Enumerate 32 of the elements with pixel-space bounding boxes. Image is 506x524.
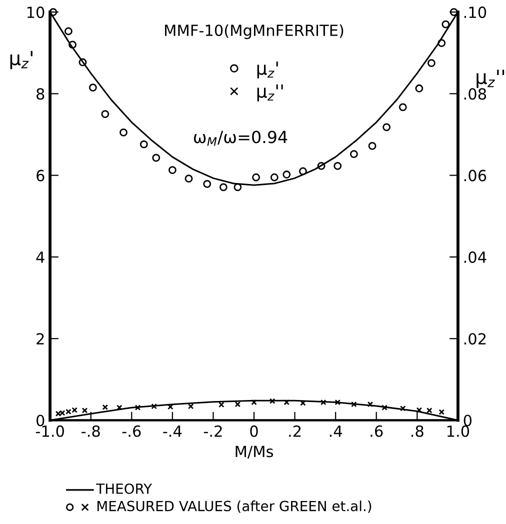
y2-tick-label: .04	[464, 251, 486, 263]
x-tick-label: 0	[250, 425, 258, 437]
annotation: ω$_{M}$/ω=0.94	[194, 130, 288, 146]
text: THEORY	[96, 483, 152, 494]
x-tick-label: .8	[411, 425, 424, 437]
y-tick-label: 4	[36, 252, 44, 263]
y-tick-label: 0	[36, 414, 44, 426]
x-tick-label: -.8	[82, 425, 100, 437]
x-tick-label: -.4	[163, 426, 182, 437]
y2-tick-label: .06	[464, 170, 486, 182]
y2-axis-title: μ$_{z}$''	[476, 70, 504, 88]
x-tick-label: -.2	[204, 425, 222, 437]
y-tick-label: 6	[36, 170, 44, 182]
y-axis-title: μ$_{z}$'	[10, 50, 32, 70]
x-tick-label: .6	[370, 425, 383, 437]
y2-tick-label: .08	[464, 88, 486, 100]
x-tick-label: -.6	[122, 425, 141, 437]
x-tick-label: .2	[289, 425, 301, 437]
text: MEASURED VALUES (after GREEN et.al.)	[98, 500, 372, 513]
y-tick-label: 8	[36, 88, 44, 100]
x-axis-title: M/Ms	[236, 446, 273, 458]
y-tick-label: 10	[27, 6, 44, 18]
y2-tick-label: 0	[464, 414, 472, 426]
y-tick-label: 2	[36, 333, 44, 344]
text: MMF-10(MgMnFERRITE)	[165, 24, 344, 40]
legend-label: μ$_{z}$''	[257, 84, 283, 102]
x-tick-label: .4	[330, 426, 342, 437]
x-tick-label: -1.0	[36, 425, 64, 437]
x-tick-label: 1.0	[447, 425, 470, 437]
legend-label: μ$_{z}$'	[257, 61, 278, 78]
y2-tick-label: .10	[464, 6, 486, 18]
y2-tick-label: .02	[464, 333, 486, 345]
